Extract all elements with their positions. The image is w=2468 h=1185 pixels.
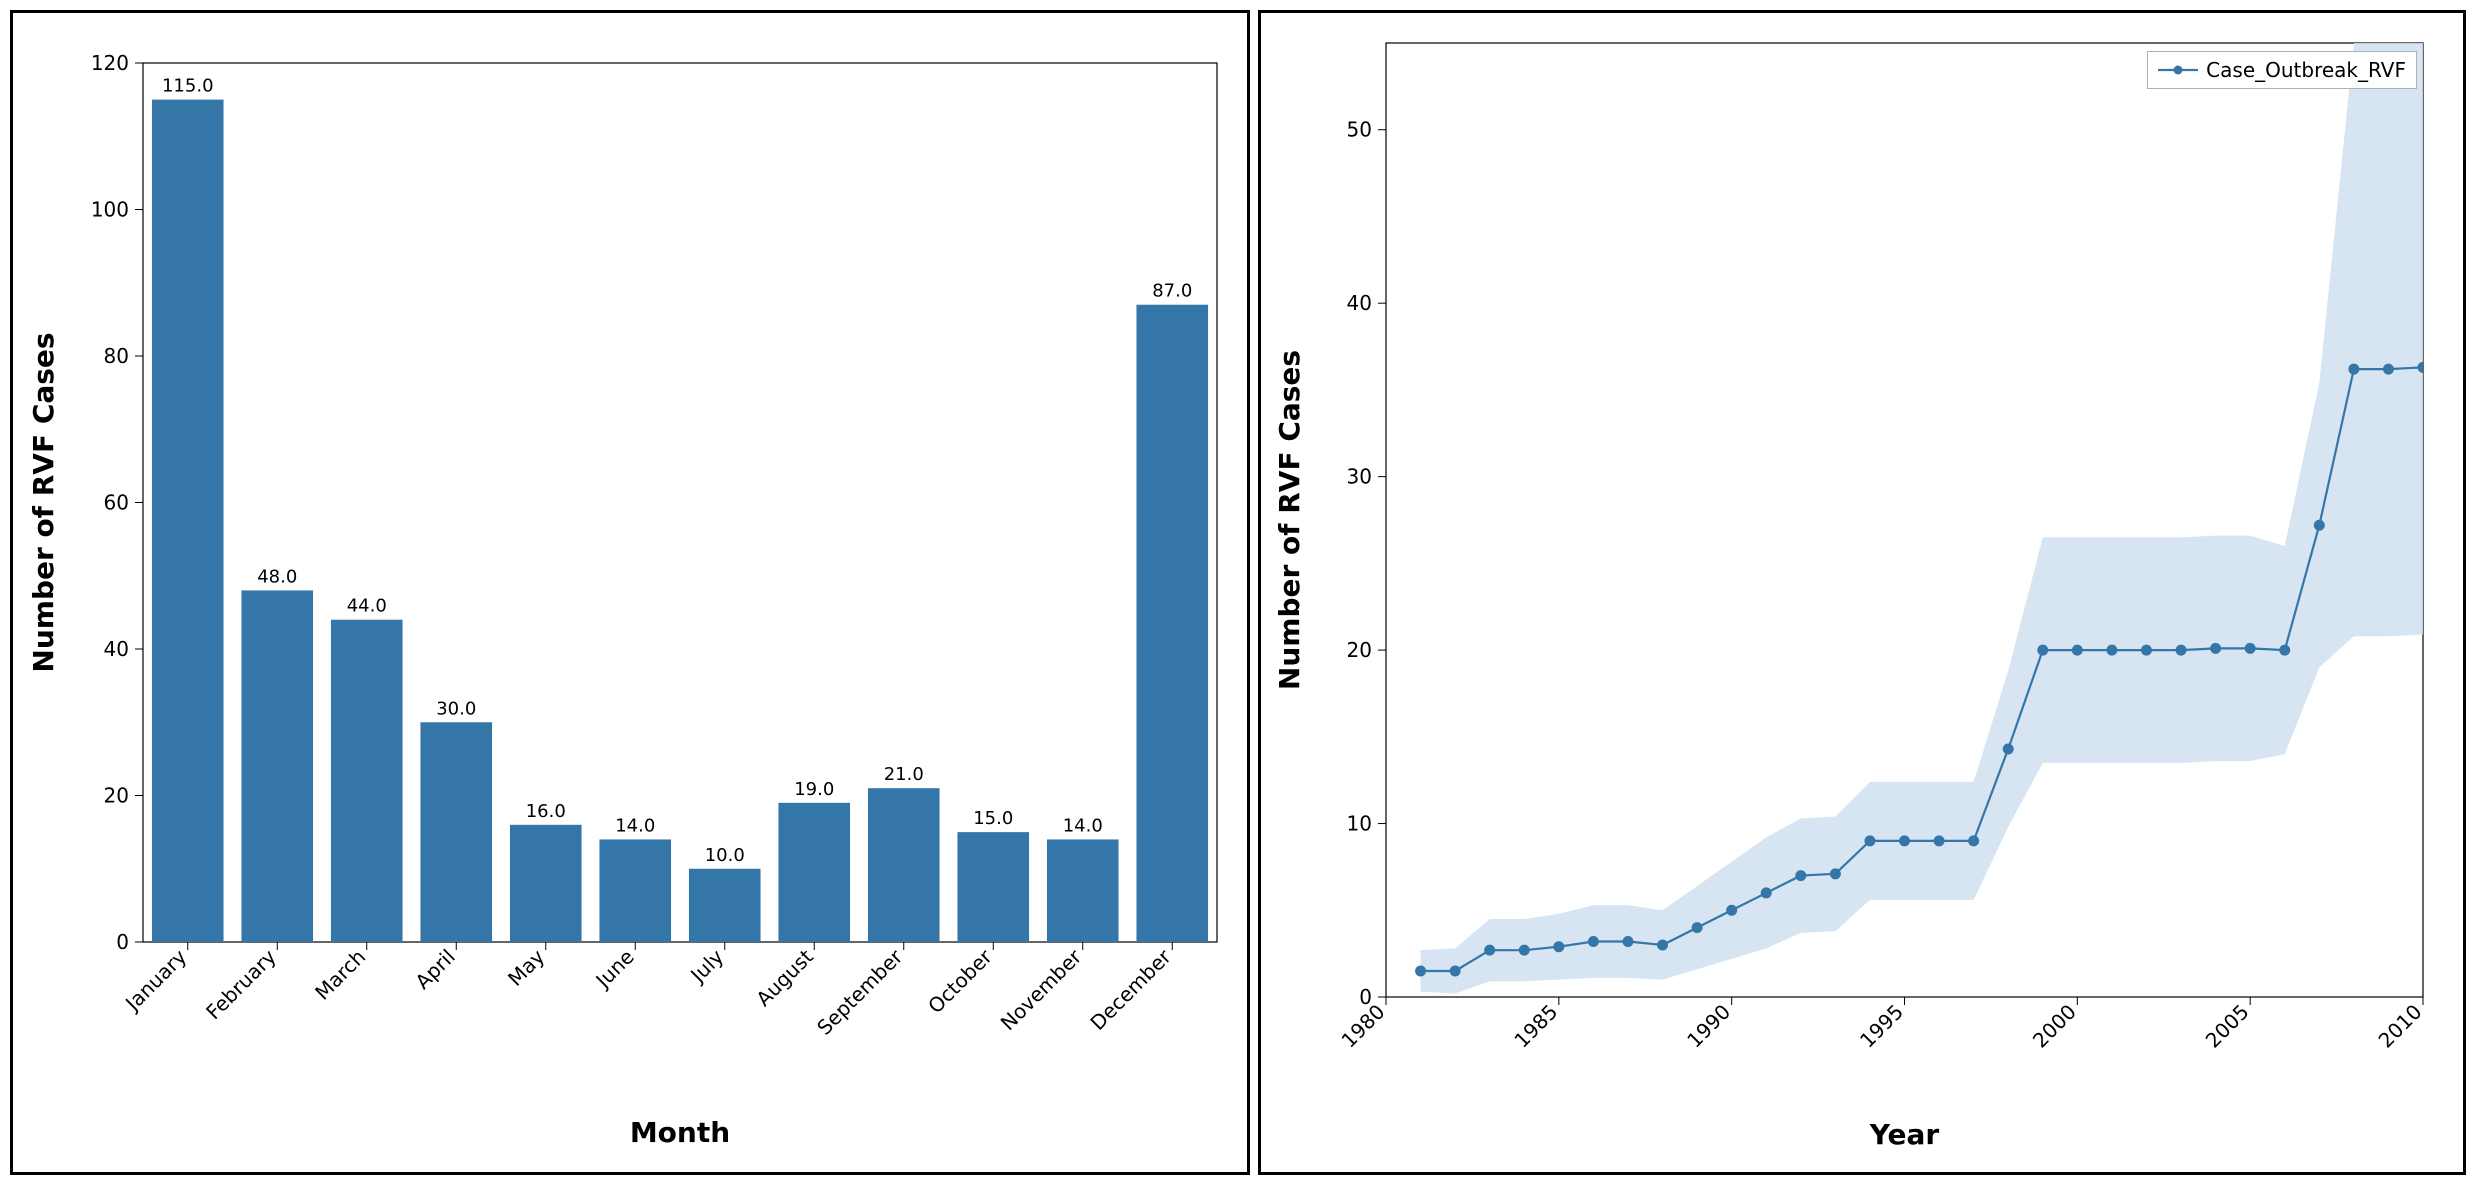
svg-text:16.0: 16.0 bbox=[526, 801, 566, 822]
data-point bbox=[2245, 643, 2255, 653]
bar-chart-panel: 0 20 40 60 80 100 120 115.0 January 48.0 February 4… bbox=[10, 10, 1250, 1175]
bar-april bbox=[420, 722, 492, 942]
svg-text:30.0: 30.0 bbox=[436, 698, 476, 719]
data-point bbox=[1865, 836, 1875, 846]
svg-text:40: 40 bbox=[1347, 291, 1372, 315]
svg-text:48.0: 48.0 bbox=[257, 566, 297, 587]
line-xlabel: Year bbox=[1869, 1118, 1940, 1151]
svg-text:July: July bbox=[684, 944, 728, 988]
bar-october bbox=[957, 832, 1029, 942]
line-chart-legend: Case_Outbreak_RVF bbox=[2147, 51, 2417, 89]
data-point bbox=[1969, 836, 1979, 846]
svg-text:10.0: 10.0 bbox=[705, 845, 745, 866]
svg-text:60: 60 bbox=[104, 491, 129, 515]
data-point bbox=[1588, 936, 1598, 946]
svg-text:40: 40 bbox=[104, 637, 129, 661]
svg-text:100: 100 bbox=[91, 198, 129, 222]
data-point bbox=[2176, 645, 2186, 655]
data-point bbox=[1761, 888, 1771, 898]
bar-xlabel: Month bbox=[630, 1116, 730, 1149]
svg-text:April: April bbox=[410, 945, 459, 994]
svg-text:August: August bbox=[751, 944, 818, 1011]
data-point bbox=[1554, 942, 1564, 952]
data-point bbox=[2314, 520, 2324, 530]
svg-text:44.0: 44.0 bbox=[347, 596, 387, 617]
data-point bbox=[1727, 905, 1737, 915]
data-point bbox=[1692, 923, 1702, 933]
data-point bbox=[2003, 744, 2013, 754]
svg-text:2005: 2005 bbox=[2201, 1000, 2254, 1053]
data-point bbox=[2211, 643, 2221, 653]
svg-text:10: 10 bbox=[1347, 812, 1372, 836]
legend-label: Case_Outbreak_RVF bbox=[2206, 58, 2406, 82]
svg-text:120: 120 bbox=[91, 51, 129, 75]
svg-text:December: December bbox=[1085, 944, 1176, 1035]
data-point bbox=[1416, 966, 1426, 976]
svg-text:November: November bbox=[996, 944, 1087, 1035]
bar-may bbox=[510, 825, 582, 942]
data-point bbox=[2418, 362, 2428, 372]
svg-text:October: October bbox=[923, 944, 997, 1018]
svg-text:50: 50 bbox=[1347, 118, 1372, 142]
svg-text:1995: 1995 bbox=[1855, 1000, 1908, 1053]
svg-text:2000: 2000 bbox=[2028, 1000, 2081, 1053]
line-ylabel: Number of RVF Cases bbox=[1273, 350, 1306, 690]
data-point bbox=[1658, 940, 1668, 950]
bar-ylabel: Number of RVF Cases bbox=[27, 332, 60, 672]
svg-text:80: 80 bbox=[104, 344, 129, 368]
svg-text:20: 20 bbox=[1347, 638, 1372, 662]
svg-text:March: March bbox=[310, 945, 370, 1005]
bar-january bbox=[152, 100, 224, 942]
svg-text:0: 0 bbox=[116, 930, 129, 954]
data-point bbox=[1796, 871, 1806, 881]
svg-text:May: May bbox=[503, 944, 549, 990]
svg-text:September: September bbox=[812, 944, 908, 1040]
bar-july bbox=[689, 869, 761, 942]
bar-november bbox=[1047, 839, 1119, 942]
data-point bbox=[1830, 869, 1840, 879]
svg-text:1990: 1990 bbox=[1682, 1000, 1735, 1053]
bar-chart-svg: 0 20 40 60 80 100 120 115.0 January 48.0 February 4… bbox=[13, 13, 1247, 1172]
data-point bbox=[1934, 836, 1944, 846]
data-point bbox=[1450, 966, 1460, 976]
data-point bbox=[1900, 836, 1910, 846]
data-point bbox=[2072, 645, 2082, 655]
bar-december bbox=[1136, 305, 1208, 942]
data-point bbox=[1623, 936, 1633, 946]
svg-text:2010: 2010 bbox=[2374, 1000, 2427, 1053]
svg-text:21.0: 21.0 bbox=[884, 764, 924, 785]
data-point bbox=[2107, 645, 2117, 655]
svg-text:January: January bbox=[119, 944, 191, 1016]
bar-march bbox=[331, 620, 403, 942]
svg-text:87.0: 87.0 bbox=[1152, 281, 1192, 302]
data-point bbox=[2349, 364, 2359, 374]
legend-sample bbox=[2158, 63, 2198, 77]
svg-text:115.0: 115.0 bbox=[162, 76, 214, 97]
svg-text:1985: 1985 bbox=[1509, 1000, 1562, 1053]
bar-june bbox=[599, 839, 671, 942]
svg-text:14.0: 14.0 bbox=[1063, 815, 1103, 836]
bar-august bbox=[778, 803, 850, 942]
svg-text:20: 20 bbox=[104, 784, 129, 808]
bar-february bbox=[241, 590, 313, 942]
svg-text:30: 30 bbox=[1347, 465, 1372, 489]
data-point bbox=[2383, 364, 2393, 374]
data-point bbox=[1519, 945, 1529, 955]
svg-text:14.0: 14.0 bbox=[615, 815, 655, 836]
svg-text:15.0: 15.0 bbox=[973, 808, 1013, 829]
bar-september bbox=[868, 788, 940, 942]
data-point bbox=[1485, 945, 1495, 955]
data-point bbox=[2038, 645, 2048, 655]
svg-text:February: February bbox=[201, 944, 281, 1024]
svg-text:June: June bbox=[590, 945, 639, 994]
data-point bbox=[2141, 645, 2151, 655]
line-chart-panel: 010203040501980198519901995200020052010Y… bbox=[1258, 10, 2466, 1175]
data-point bbox=[2280, 645, 2290, 655]
line-chart-svg: 010203040501980198519901995200020052010Y… bbox=[1261, 13, 2463, 1172]
svg-text:19.0: 19.0 bbox=[794, 779, 834, 800]
